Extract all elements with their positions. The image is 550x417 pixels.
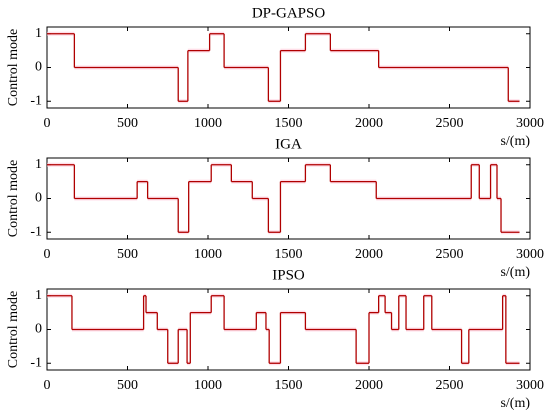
y-tick-label: 1	[35, 288, 42, 303]
x-tick-label: 2000	[355, 378, 383, 393]
y-tick-label: 1	[35, 157, 42, 172]
plot-title: IGA	[275, 136, 302, 152]
x-tick-label: 1000	[194, 247, 222, 262]
plot-title: IPSO	[272, 267, 305, 283]
x-tick-label: 3000	[516, 247, 544, 262]
x-axis-label: s/(m)	[500, 265, 530, 280]
x-axis-label: s/(m)	[500, 396, 530, 411]
plot-title: DP-GAPSO	[252, 5, 326, 21]
x-tick-label: 2500	[436, 378, 464, 393]
y-tick-label: -1	[30, 355, 42, 370]
x-tick-label: 500	[117, 247, 138, 262]
x-tick-label: 3000	[516, 378, 544, 393]
y-tick-label: 0	[35, 191, 42, 206]
x-tick-label: 2000	[355, 116, 383, 131]
x-tick-label: 2000	[355, 247, 383, 262]
x-tick-label: 0	[44, 116, 51, 131]
x-tick-label: 1000	[194, 378, 222, 393]
x-tick-label: 2500	[436, 116, 464, 131]
x-tick-label: 500	[117, 116, 138, 131]
y-tick-label: -1	[30, 93, 42, 108]
y-axis-label: Control mode	[6, 160, 21, 237]
x-tick-label: 3000	[516, 116, 544, 131]
y-axis-label: Control mode	[6, 291, 21, 368]
x-tick-label: 500	[117, 378, 138, 393]
y-tick-label: 0	[35, 60, 42, 75]
y-tick-label: 0	[35, 322, 42, 337]
y-axis-label: Control mode	[6, 29, 21, 106]
x-tick-label: 0	[44, 378, 51, 393]
y-tick-label: -1	[30, 224, 42, 239]
x-tick-label: 1500	[275, 116, 303, 131]
x-tick-label: 1500	[275, 247, 303, 262]
x-tick-label: 1500	[275, 378, 303, 393]
x-tick-label: 1000	[194, 116, 222, 131]
x-tick-label: 0	[44, 247, 51, 262]
x-tick-label: 2500	[436, 247, 464, 262]
x-axis-label: s/(m)	[500, 134, 530, 149]
y-tick-label: 1	[35, 26, 42, 41]
